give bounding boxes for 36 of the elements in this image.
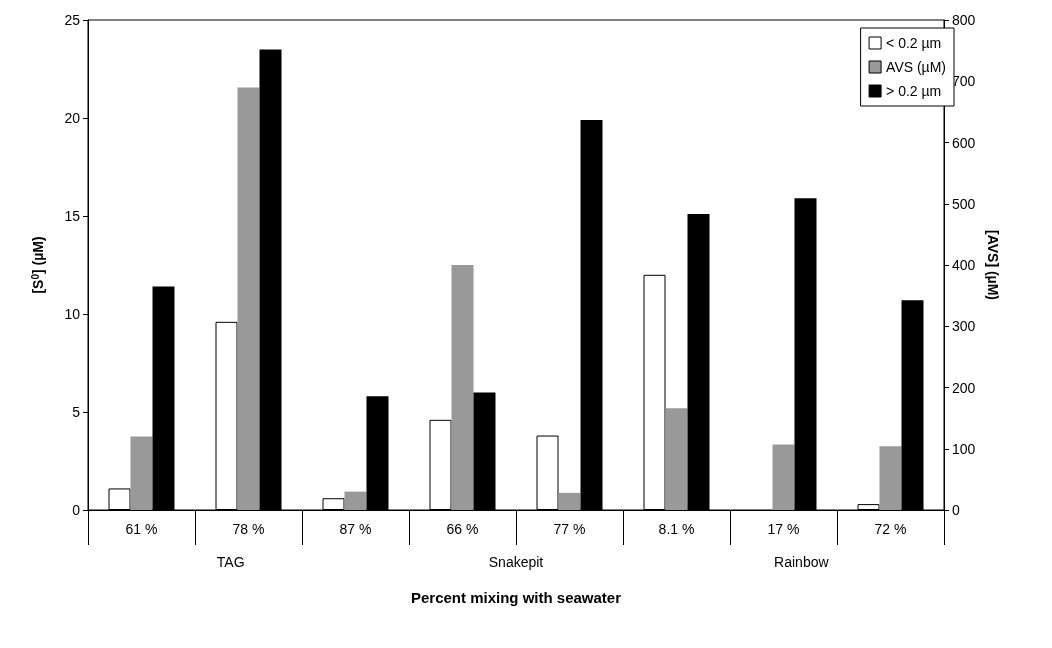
y2-tick-label: 100: [952, 440, 976, 457]
x-tick-label: 72 %: [874, 521, 907, 537]
bar: [879, 446, 902, 510]
x-tick-label: 87 %: [339, 521, 372, 537]
y-tick-label: 10: [64, 306, 81, 322]
x-tick-label: 8.1 %: [658, 521, 695, 537]
x-axis-title: Percent mixing with seawater: [410, 589, 622, 606]
legend-label: AVS (µM): [886, 59, 946, 75]
y-axis-title: [S0] (µM): [29, 236, 46, 294]
bar: [772, 444, 795, 510]
y-tick-label: 15: [64, 208, 81, 224]
x-tick-label: 17 %: [767, 521, 800, 537]
y2-tick-label: 800: [952, 12, 976, 28]
x-tick-label: 66 %: [446, 521, 479, 537]
y2-tick-label: 300: [952, 318, 976, 335]
text: Snakepit: [488, 554, 544, 570]
y-tick-label: 25: [64, 12, 81, 28]
y-tick-label: 0: [72, 502, 81, 518]
text: Rainbow: [774, 554, 830, 570]
legend-label: < 0.2 µm: [886, 35, 942, 51]
text: TAG: [216, 554, 245, 570]
y2-tick-label: 500: [952, 195, 976, 212]
bar: [451, 265, 474, 510]
bar: [558, 492, 581, 510]
x-tick-label: 78 %: [232, 521, 265, 537]
y-tick-label: 5: [72, 404, 81, 420]
y2-tick-label: 400: [952, 257, 976, 273]
y2-tick-label: 700: [952, 73, 976, 90]
x-tick-label: 77 %: [553, 521, 586, 537]
y2-axis-title: [AVS] (µM): [985, 229, 1002, 301]
x-tick-label: 61 %: [125, 521, 158, 537]
legend-label: > 0.2 µm: [886, 83, 942, 99]
y2-tick-label: 0: [952, 502, 960, 518]
y2-tick-label: 600: [952, 134, 976, 151]
y-tick-label: 20: [64, 110, 81, 126]
y2-tick-label: 200: [952, 379, 976, 396]
